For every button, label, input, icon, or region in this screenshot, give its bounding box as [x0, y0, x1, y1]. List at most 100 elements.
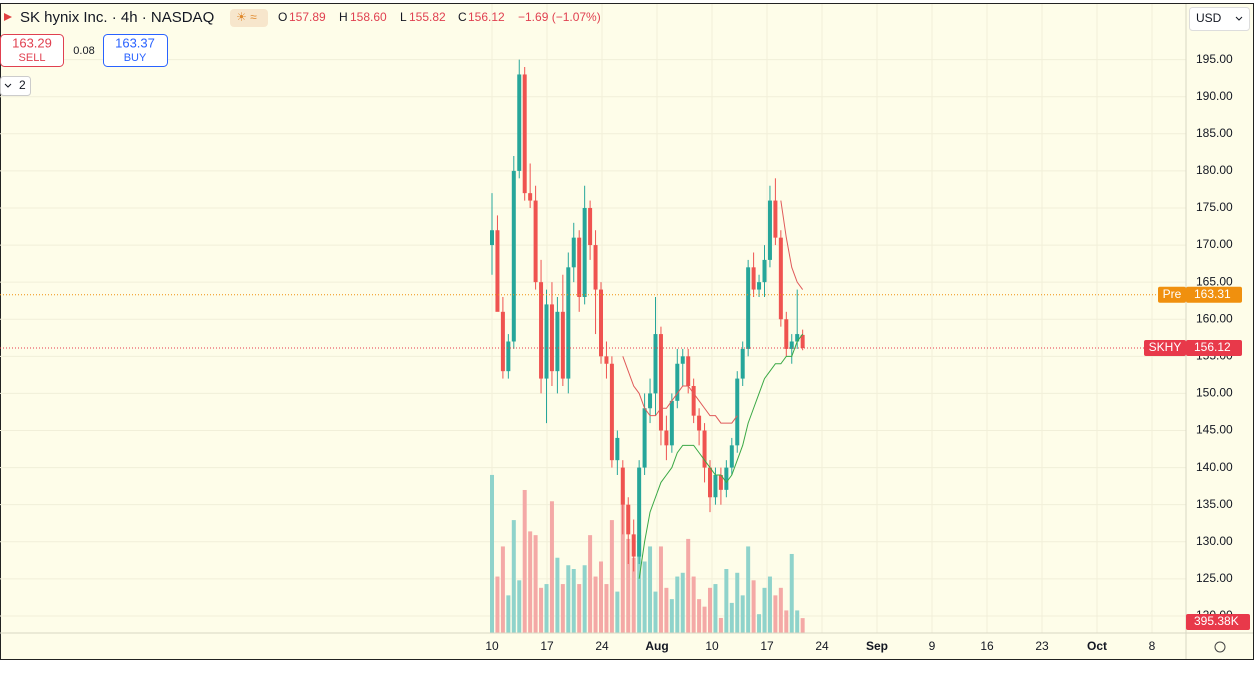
volume-bar [626, 538, 631, 633]
volume-bar [642, 561, 647, 633]
candle-body [757, 282, 762, 290]
y-tick-label: 150.00 [1196, 386, 1233, 400]
candle-body [653, 334, 658, 394]
currency-select[interactable] [1189, 7, 1250, 31]
candle-body [599, 289, 603, 357]
logo [4, 13, 12, 21]
indicators-toggle[interactable] [0, 76, 31, 96]
volume-tag: 395.38K [1194, 614, 1239, 628]
candle-body [604, 356, 609, 364]
volume-bar [746, 546, 751, 633]
settings-icon[interactable] [1214, 641, 1226, 653]
volume-bar [604, 584, 609, 633]
chevron [1235, 16, 1243, 21]
candle-body [784, 319, 789, 349]
volume-bar [762, 587, 767, 633]
candle-body [511, 170, 516, 342]
volume-bar [653, 591, 658, 633]
candle-body [680, 356, 685, 364]
band-upper [622, 200, 804, 424]
volume-bar [506, 595, 511, 633]
volume-bar [658, 546, 663, 633]
grid [0, 4, 1186, 633]
candle-body [495, 230, 500, 312]
volume-bar [582, 565, 587, 633]
x-tick-label: 17 [760, 639, 774, 653]
candle-body [729, 445, 734, 468]
y-tick-label: 145.00 [1196, 423, 1233, 437]
x-tick-label: Aug [645, 639, 668, 653]
sell-button[interactable] [0, 34, 64, 67]
l-value: 155.82 [409, 10, 446, 24]
pre-tag-value: 163.31 [1194, 287, 1231, 301]
volume-bar [528, 531, 533, 633]
candle-body [506, 341, 511, 372]
x-tick-label: 10 [485, 639, 499, 653]
last-tag-value: 156.12 [1194, 340, 1231, 354]
volume-bar [669, 599, 674, 633]
y-tick-label: 125.00 [1196, 571, 1233, 585]
h-label: H [339, 10, 348, 24]
volume-bar [588, 535, 593, 633]
candle-body [708, 467, 712, 498]
candle-body [620, 467, 625, 505]
candle-body [533, 200, 538, 283]
currency: USD [1196, 11, 1222, 25]
candle-body [566, 267, 571, 379]
plot [490, 59, 805, 633]
candle-body [637, 467, 642, 557]
volume-bar [778, 587, 783, 633]
candle-body [549, 304, 554, 372]
volume-bar [800, 618, 805, 633]
y-tick-label: 160.00 [1196, 311, 1233, 325]
symbol-title: SK hynix Inc. · 4h · NASDAQ [20, 9, 214, 26]
volume-bar [713, 584, 718, 633]
volume-bar [697, 599, 702, 633]
candle-body [713, 475, 718, 498]
candle-body [539, 282, 544, 379]
volume-bar [549, 501, 554, 633]
volume-bar [555, 557, 560, 633]
volume-bar [691, 576, 696, 633]
volume-bar [599, 561, 603, 633]
candle-body [778, 237, 783, 320]
volume-bar [533, 535, 538, 633]
volume-bar [593, 576, 598, 633]
candle-body [669, 400, 674, 446]
volume-bar [571, 569, 576, 633]
volume-bar [609, 520, 614, 633]
volume-bar [522, 489, 527, 633]
candle-body [560, 311, 565, 379]
candle-body [658, 334, 663, 431]
volume-bar [708, 587, 712, 633]
volume-tag-bg [1186, 614, 1250, 630]
candle-body [735, 378, 740, 446]
volume-bar [767, 576, 772, 633]
candle-body [773, 200, 778, 238]
buy-button[interactable] [103, 34, 168, 67]
last-tag-label-bg [1144, 340, 1186, 357]
x-tick-label: 10 [705, 639, 719, 653]
volume-bar [577, 584, 582, 633]
candle-body [697, 415, 702, 431]
y-tick-label: 190.00 [1196, 89, 1233, 103]
c-label: C [458, 10, 467, 24]
volume-bar [735, 572, 740, 633]
volume-bar [675, 576, 680, 633]
volume-bar [615, 591, 620, 633]
last-tag-label: SKHY [1149, 340, 1182, 354]
volume-bar [773, 595, 778, 633]
candle-body [767, 200, 772, 260]
last-tag-bg [1186, 340, 1242, 357]
candle-body [751, 267, 756, 290]
x-tick-label: 24 [595, 639, 609, 653]
candle-body [800, 334, 805, 349]
y-tick-label: 195.00 [1196, 52, 1233, 66]
y-tick-label: 170.00 [1196, 237, 1233, 251]
volume-bar [680, 572, 685, 633]
candle-body [740, 348, 745, 379]
candle-body [571, 237, 576, 268]
candle-body [795, 334, 800, 342]
candle-body [789, 341, 794, 349]
